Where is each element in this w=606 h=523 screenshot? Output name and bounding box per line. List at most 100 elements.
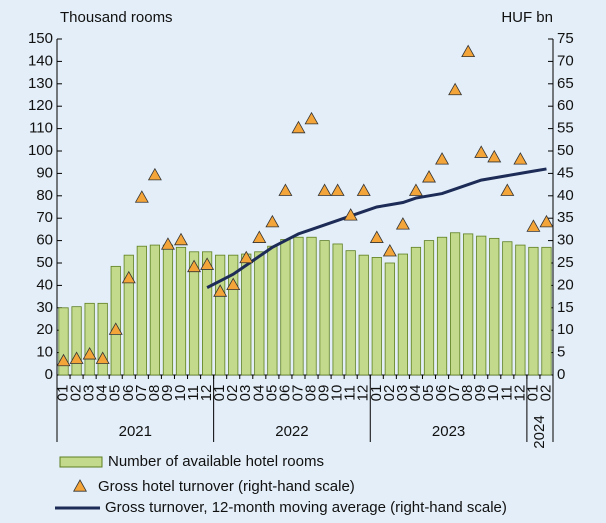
y2-axis-title: HUF bn <box>501 9 553 26</box>
marker <box>226 277 241 290</box>
y-axis-title: Thousand rooms <box>60 9 173 26</box>
x-tick-label: 12 <box>511 385 528 402</box>
x-tick-label: 08 <box>302 385 319 402</box>
marker <box>174 232 188 246</box>
x-tick-label: 10 <box>329 385 346 402</box>
x-tick-label: 11 <box>498 385 515 401</box>
marker <box>500 183 515 196</box>
marker <box>265 214 280 228</box>
line <box>206 167 547 289</box>
marker <box>408 183 423 196</box>
x-tick-label: 07 <box>133 385 150 402</box>
bar <box>319 240 330 376</box>
y2-tick-label: 15 <box>557 299 574 316</box>
x-tick-label: 10 <box>172 385 189 402</box>
y-tick-label: 80 <box>36 187 53 204</box>
bar <box>123 254 134 376</box>
marker <box>291 120 306 134</box>
y-tick-label: 130 <box>28 75 53 92</box>
x-tick-label: 05 <box>420 385 437 402</box>
x-tick-label: 02 <box>381 385 398 402</box>
y2-tick-label: 55 <box>557 120 574 137</box>
y-tick-label: 100 <box>28 142 53 159</box>
x-tick-label: 03 <box>237 385 254 402</box>
bar <box>528 246 539 376</box>
bar <box>84 302 95 376</box>
bar <box>384 262 395 376</box>
bar <box>371 256 382 376</box>
y2-tick-label: 0 <box>557 366 565 383</box>
x-tick-label: 06 <box>276 385 293 402</box>
y-tick-label: 0 <box>45 366 53 383</box>
x-tick-label: 09 <box>159 385 176 402</box>
y2-tick-label: 50 <box>557 142 574 159</box>
x-tick-label: 04 <box>407 385 424 402</box>
x-tick-label: 05 <box>263 385 280 402</box>
y-tick-label: 20 <box>36 321 53 338</box>
marker <box>56 353 71 367</box>
bar <box>280 239 291 376</box>
bar <box>515 244 526 376</box>
y2-tick-label: 5 <box>557 344 565 361</box>
marker <box>356 183 371 196</box>
x-tick-label: 07 <box>446 385 463 402</box>
marker <box>147 167 162 181</box>
bar <box>254 251 265 376</box>
x-tick-label: 01 <box>211 385 228 402</box>
bar <box>228 254 239 376</box>
x-tick-label: 02 <box>537 385 554 402</box>
x-tick-label: 07 <box>289 385 306 402</box>
y-tick-label: 40 <box>36 276 53 293</box>
marker <box>526 219 541 232</box>
y2-tick-label: 45 <box>557 164 574 181</box>
legend-label: Gross turnover, 12-month moving average … <box>105 499 507 516</box>
bar <box>175 246 187 376</box>
marker <box>278 183 293 196</box>
marker <box>461 44 476 58</box>
y-tick-label: 110 <box>29 120 53 137</box>
bar <box>502 241 513 376</box>
marker <box>448 82 463 96</box>
y2-tick-label: 60 <box>557 97 574 114</box>
group-label: 2022 <box>275 423 308 440</box>
y2-tick-label: 40 <box>557 187 574 204</box>
marker <box>513 152 528 165</box>
marker <box>330 183 345 196</box>
bar <box>541 246 552 376</box>
marker <box>134 190 149 203</box>
bar <box>215 254 226 376</box>
bar <box>149 244 160 376</box>
x-tick-label: 01 <box>524 385 541 402</box>
marker <box>487 149 502 163</box>
marker <box>304 111 319 125</box>
marker <box>317 183 332 196</box>
y-tick-label: 10 <box>36 344 53 361</box>
legend-swatch <box>59 456 103 468</box>
y2-tick-label: 65 <box>557 75 574 92</box>
bar <box>358 254 369 376</box>
x-tick-label: 05 <box>107 385 124 402</box>
y-tick-label: 140 <box>28 52 53 69</box>
bar <box>410 246 422 376</box>
x-tick-label: 12 <box>355 385 372 402</box>
bar <box>188 251 200 376</box>
x-tick-label: 08 <box>459 385 476 402</box>
bar <box>267 245 278 376</box>
legend-label: Gross hotel turnover (right-hand scale) <box>98 478 355 495</box>
y2-tick-label: 20 <box>557 276 574 293</box>
bar <box>450 232 461 376</box>
bar <box>463 233 474 376</box>
marker <box>82 347 97 360</box>
x-tick-label: 03 <box>81 385 98 402</box>
marker <box>343 208 358 221</box>
y-tick-label: 70 <box>36 209 53 226</box>
y2-tick-label: 10 <box>557 321 574 338</box>
y-tick-label: 120 <box>28 97 53 114</box>
marker <box>213 284 228 297</box>
marker <box>187 259 202 273</box>
y2-tick-label: 30 <box>557 232 574 249</box>
bar <box>110 265 121 376</box>
marker <box>95 351 110 364</box>
x-tick-label: 01 <box>54 385 71 402</box>
